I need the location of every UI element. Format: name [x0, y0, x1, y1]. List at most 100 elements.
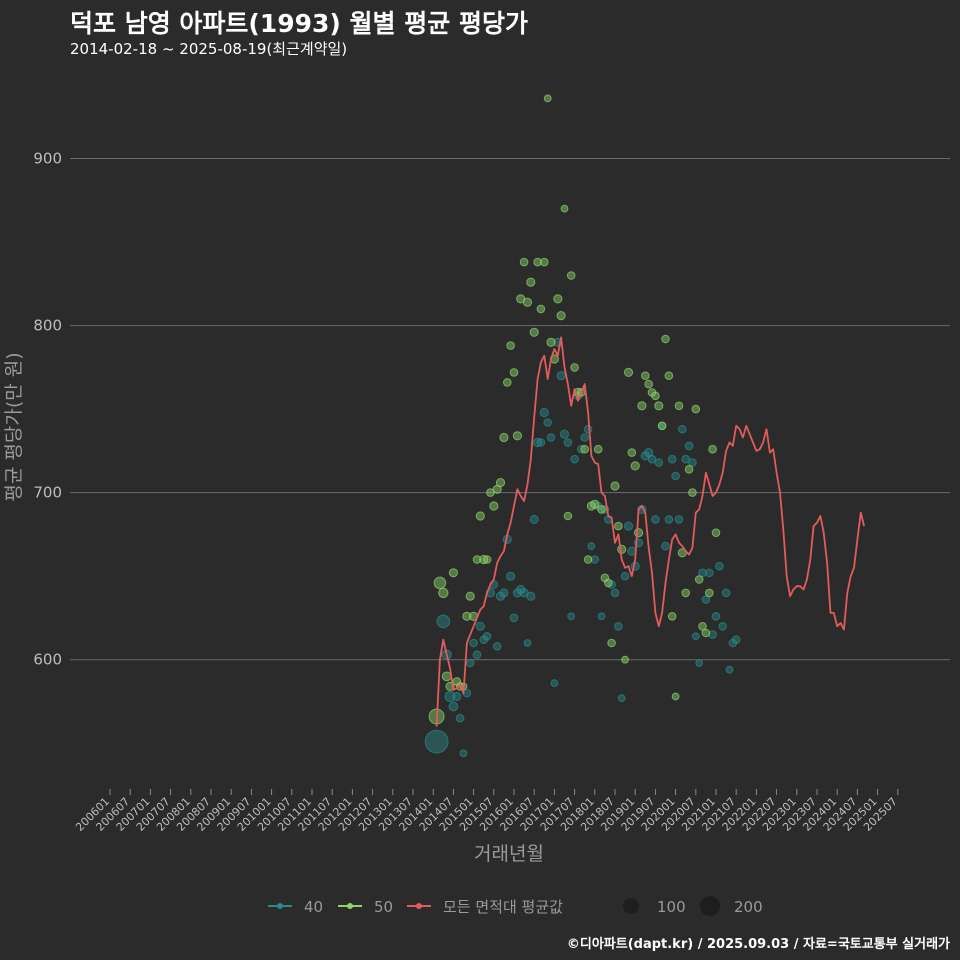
- scatter-point-50: [684, 465, 694, 474]
- scatter-point-50: [560, 204, 569, 213]
- chart-subtitle: 2014-02-18 ~ 2025-08-19(최근계약일): [70, 40, 348, 58]
- scatter-point-50: [472, 555, 482, 564]
- legend-40-label: 40: [304, 898, 323, 916]
- scatter-point-40: [617, 694, 626, 702]
- legend-size-200-marker: [700, 896, 720, 916]
- scatter-point-50: [711, 528, 721, 538]
- scatter-point-40: [492, 642, 502, 651]
- scatter-point-40: [499, 588, 509, 598]
- scatter-point-50: [503, 378, 512, 387]
- scatter-point-40: [647, 454, 657, 464]
- grid-lines: [70, 158, 950, 661]
- scatter-point-40: [590, 555, 600, 564]
- scatter-point-40: [620, 571, 630, 581]
- scatter-point-40: [623, 521, 634, 531]
- y-tick-label: 800: [33, 317, 62, 335]
- scatter-point-50: [448, 568, 458, 578]
- y-axis-title: 평균 평당가(만 원): [3, 352, 25, 501]
- scatter-point-40: [455, 713, 465, 723]
- scatter-point-50: [593, 444, 603, 454]
- scatter-points: [424, 94, 741, 758]
- scatter-point-40: [654, 458, 664, 467]
- scatter-point-50: [509, 368, 519, 377]
- scatter-point-50: [522, 297, 533, 307]
- scatter-point-40: [674, 515, 684, 524]
- scatter-point-40: [424, 729, 449, 754]
- scatter-point-40: [567, 612, 576, 621]
- y-axis-ticks: 600 700 800 900: [33, 150, 62, 669]
- scatter-point-40: [684, 441, 694, 451]
- scatter-point-40: [469, 638, 478, 648]
- scatter-point-50: [674, 401, 684, 411]
- scatter-point-40: [475, 621, 485, 631]
- scatter-point-50: [438, 587, 449, 599]
- scatter-point-40: [580, 433, 590, 442]
- scatter-point-50: [657, 421, 667, 431]
- legend-avg-marker: [416, 903, 422, 909]
- scatter-point-40: [695, 659, 704, 667]
- scatter-point-50: [590, 499, 600, 509]
- scatter-point-50: [621, 655, 629, 664]
- average-line-group: [435, 336, 865, 727]
- legend-avg-label: 모든 면적대 평균값: [443, 898, 563, 916]
- scatter-point-50: [462, 611, 472, 621]
- scatter-point-50: [644, 379, 654, 389]
- scatter-point-50: [607, 638, 616, 648]
- scatter-point-40: [482, 632, 492, 641]
- scatter-point-40: [550, 679, 559, 687]
- scatter-point-50: [553, 294, 563, 304]
- chart-title: 덕포 남영 아파트(1993) 월별 평균 평당가: [70, 9, 528, 38]
- scatter-point-50: [495, 478, 506, 488]
- scatter-point-40: [708, 630, 717, 639]
- scatter-point-50: [671, 692, 680, 701]
- x-axis-title: 거래년월: [474, 843, 544, 865]
- average-price-line: [435, 336, 865, 727]
- scatter-point-40: [452, 691, 462, 702]
- scatter-point-40: [539, 407, 549, 418]
- legend-40-marker: [277, 903, 283, 909]
- scatter-point-40: [472, 650, 482, 660]
- scatter-point-40: [718, 622, 728, 631]
- scatter-point-40: [444, 691, 456, 702]
- scatter-point-50: [529, 327, 539, 337]
- scatter-point-40: [509, 613, 519, 623]
- scatter-point-50: [701, 628, 711, 638]
- scatter-point-40: [543, 418, 553, 427]
- scatter-point-50: [654, 401, 664, 411]
- scatter-point-50: [543, 94, 552, 103]
- scatter-point-50: [526, 277, 536, 287]
- scatter-point-40: [516, 584, 526, 595]
- scatter-point-50: [637, 401, 647, 411]
- scatter-point-50: [698, 622, 707, 631]
- scatter-point-40: [731, 635, 741, 645]
- scatter-point-50: [705, 588, 714, 598]
- legend-size-100-marker: [623, 898, 639, 914]
- scatter-point-40: [436, 614, 451, 629]
- scatter-point-40: [614, 622, 623, 631]
- scatter-point-50: [610, 481, 620, 491]
- scatter-point-50: [546, 337, 556, 347]
- scatter-point-40: [711, 612, 721, 621]
- legend-size-100-label: 100: [657, 898, 686, 916]
- scatter-point-40: [725, 665, 734, 674]
- scatter-point-50: [667, 612, 677, 621]
- scatter-point-50: [512, 431, 523, 441]
- scatter-point-40: [671, 471, 680, 481]
- scatter-point-50: [506, 341, 515, 350]
- scatter-point-40: [651, 515, 660, 524]
- scatter-point-50: [634, 528, 644, 538]
- scatter-point-50: [627, 448, 637, 457]
- scatter-point-50: [583, 555, 593, 564]
- scatter-point-50: [641, 371, 650, 381]
- scatter-point-50: [540, 257, 549, 267]
- scatter-point-50: [614, 521, 623, 531]
- scatter-point-40: [559, 429, 570, 439]
- scatter-point-40: [597, 612, 606, 621]
- scatter-point-50: [570, 363, 579, 372]
- scatter-point-40: [664, 515, 674, 524]
- scatter-point-50: [694, 575, 704, 584]
- scatter-point-40: [546, 433, 556, 442]
- y-tick-label: 700: [33, 484, 62, 502]
- scatter-point-50: [566, 271, 576, 280]
